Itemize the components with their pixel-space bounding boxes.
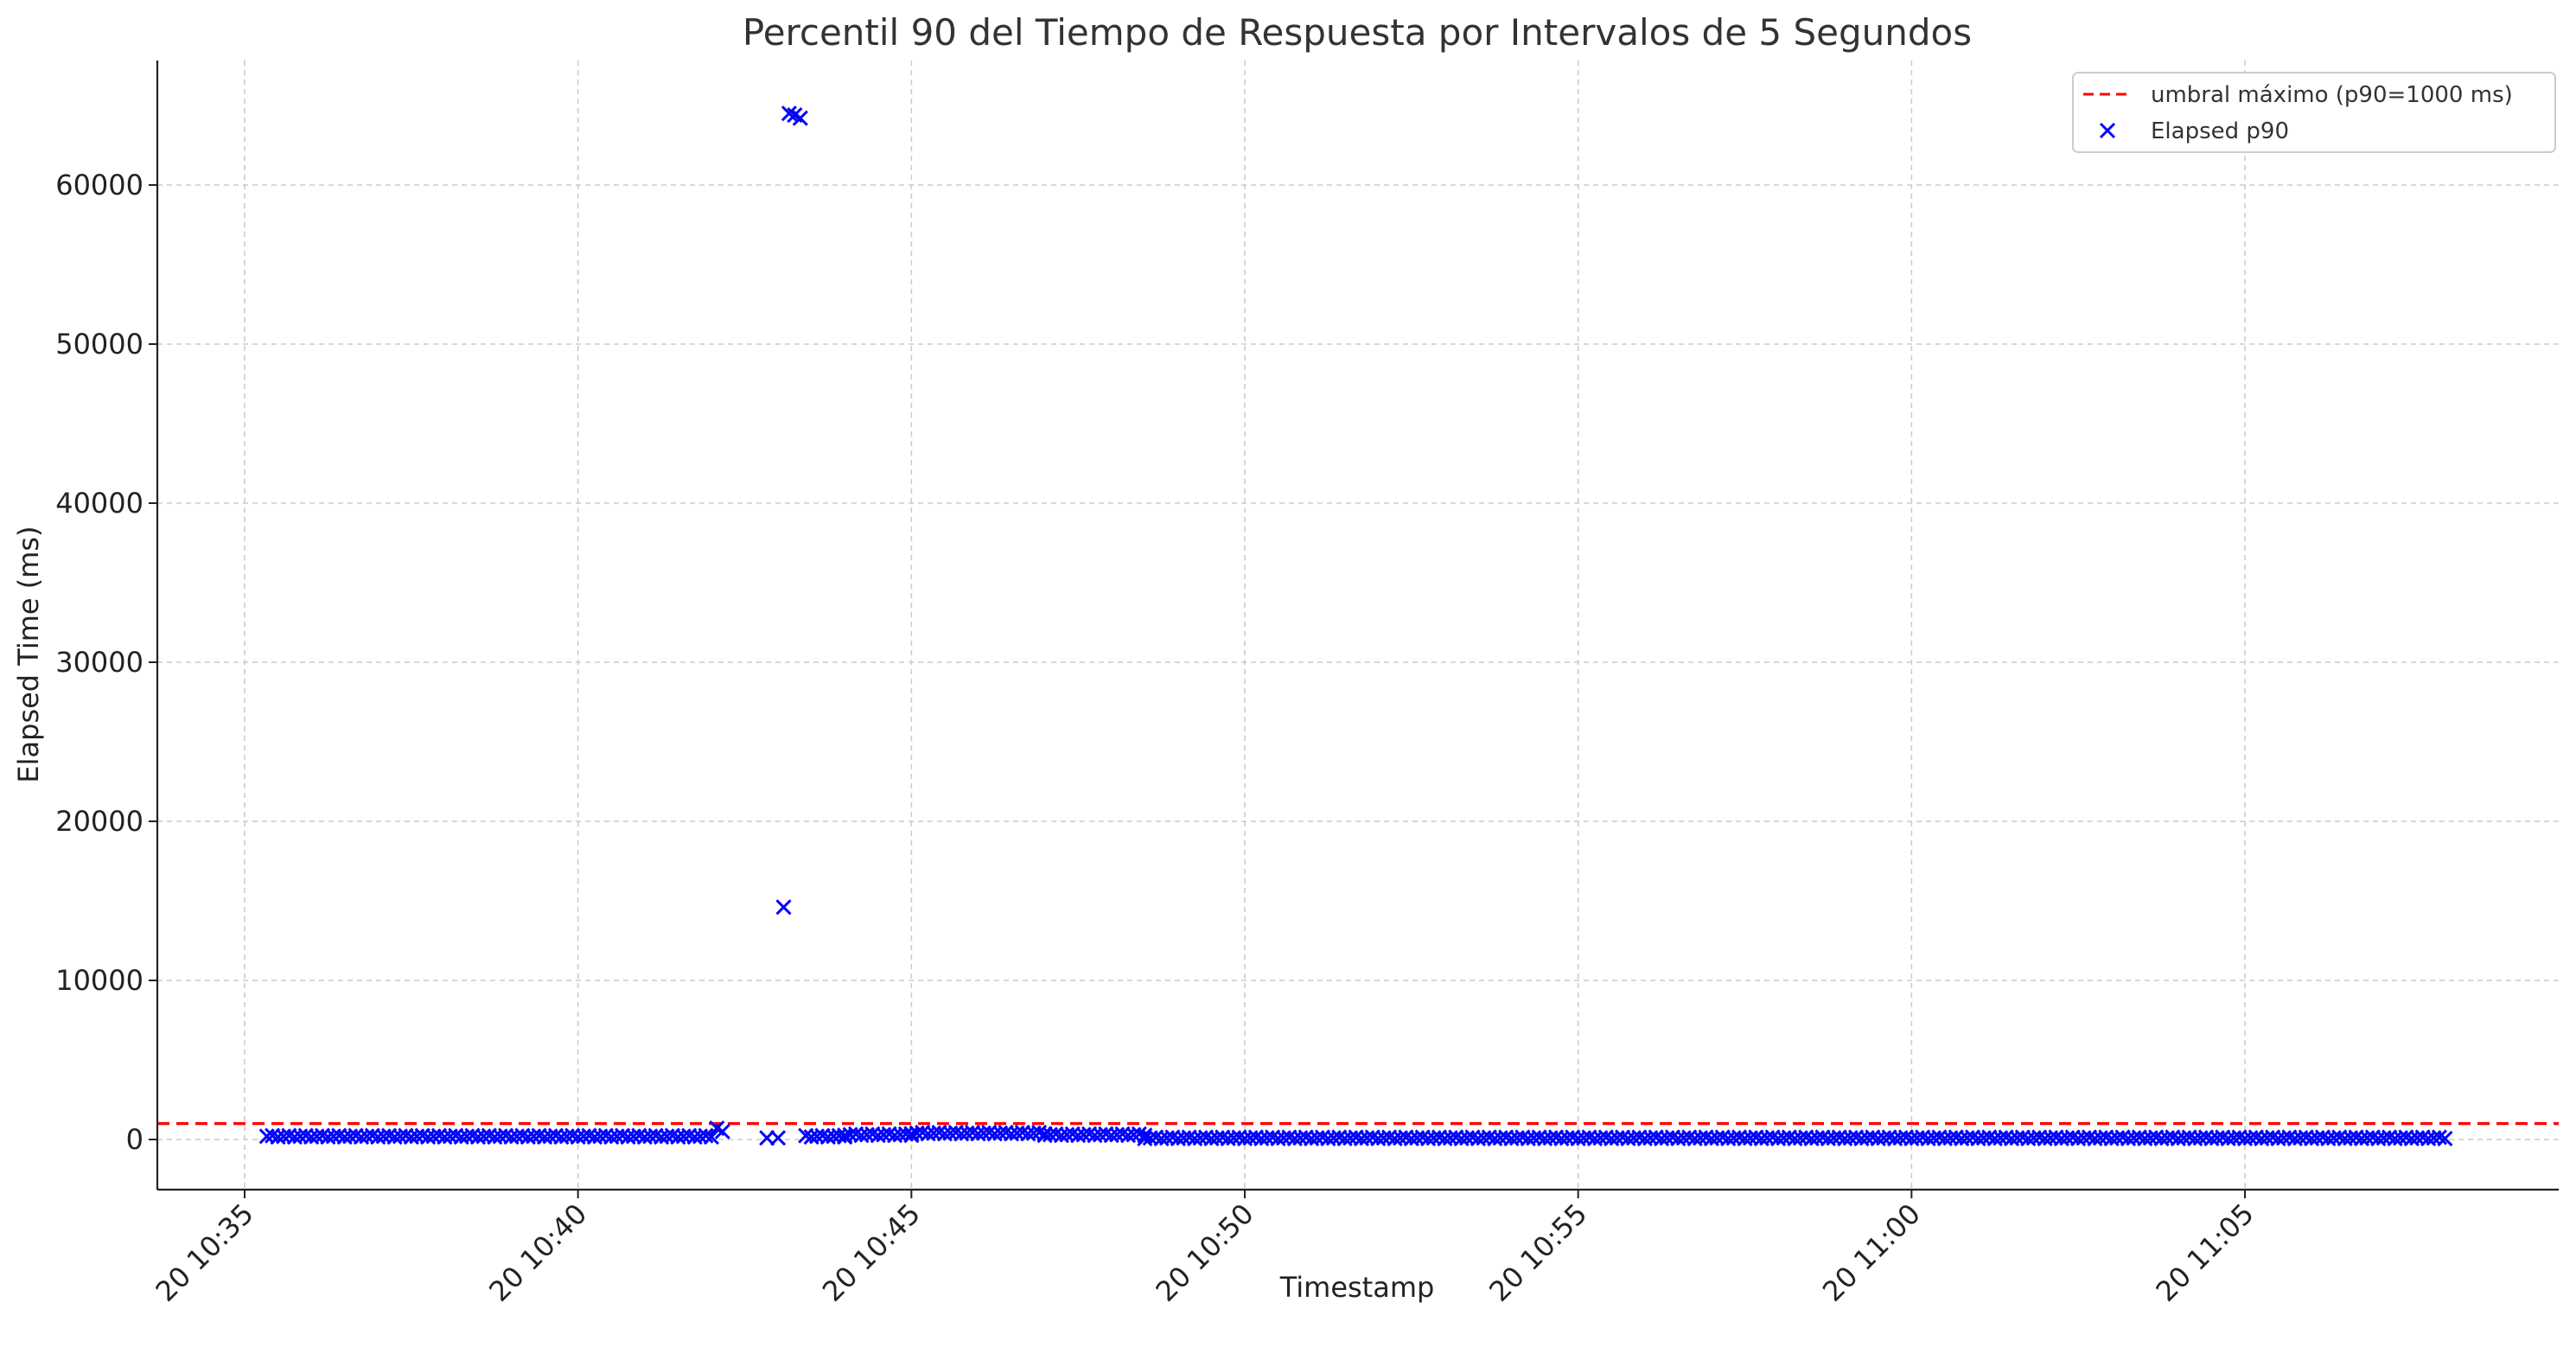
x-tick-label: 20 10:45 [816, 1197, 927, 1308]
data-point [759, 1130, 775, 1146]
data-point [792, 110, 808, 126]
x-tick-label: 20 10:55 [1482, 1197, 1593, 1308]
x-axis-label: Timestamp [1279, 1271, 1435, 1304]
data-point [714, 1123, 730, 1139]
grid [157, 61, 2559, 1190]
y-tick-label: 20000 [55, 805, 143, 838]
x-tick-label: 20 10:35 [150, 1197, 260, 1308]
x-tick-label: 20 10:40 [482, 1197, 593, 1308]
y-axis-label: Elapsed Time (ms) [12, 526, 45, 782]
y-tick-label: 50000 [55, 328, 143, 361]
data-point [2431, 1129, 2448, 1146]
chart-title: Percentil 90 del Tiempo de Respuesta por… [743, 11, 1972, 54]
points-layer [258, 105, 2453, 1146]
legend-threshold-label: umbral máximo (p90=1000 ms) [2151, 82, 2513, 108]
axes [156, 61, 2559, 1191]
x-tick-label: 20 11:05 [2150, 1197, 2260, 1308]
legend-series-swatch [2099, 122, 2116, 139]
data-point [703, 1128, 719, 1146]
legend-frame [2072, 72, 2556, 153]
x-tick-label: 20 11:00 [1816, 1197, 1927, 1308]
data-point [781, 105, 797, 122]
y-ticks: 0 10000 20000 30000 40000 50000 60000 [55, 169, 157, 1156]
y-tick-label: 10000 [55, 964, 143, 997]
y-tick-label: 0 [126, 1123, 143, 1156]
data-point [2437, 1130, 2453, 1146]
data-point [775, 899, 792, 916]
legend: umbral máximo (p90=1000 ms) Elapsed p90 [2072, 72, 2556, 153]
data-point [698, 1127, 714, 1144]
y-tick-label: 40000 [55, 487, 143, 520]
x-ticks: 20 10:35 20 10:40 20 10:45 20 10:50 20 10:55… [150, 1190, 2260, 1308]
y-tick-label: 60000 [55, 169, 143, 201]
data-point [770, 1130, 787, 1146]
x-tick-label: 20 10:50 [1150, 1197, 1260, 1308]
y-tick-label: 30000 [55, 646, 143, 679]
legend-series-label: Elapsed p90 [2151, 118, 2289, 144]
